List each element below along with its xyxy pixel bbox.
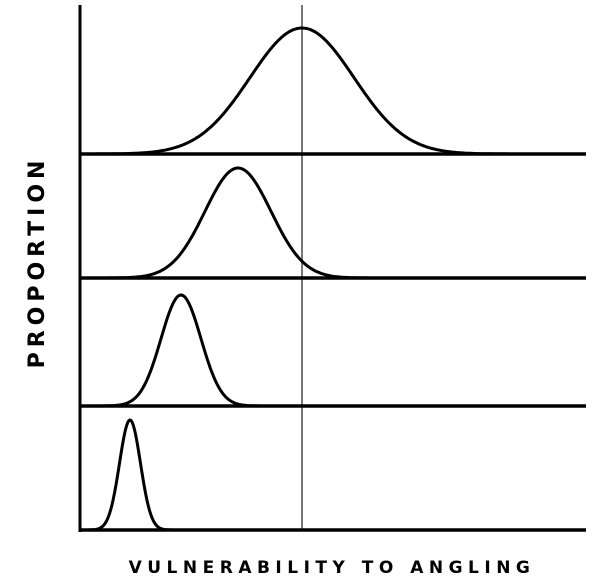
distribution-curve xyxy=(97,293,265,408)
distribution-curve xyxy=(85,418,174,532)
panels xyxy=(80,26,586,532)
y-axis-label: PROPORTION xyxy=(25,156,50,369)
distribution-curve xyxy=(99,166,377,280)
distribution-curve xyxy=(83,26,520,156)
x-axis-label: VULNERABILITY TO ANGLING xyxy=(129,558,536,578)
